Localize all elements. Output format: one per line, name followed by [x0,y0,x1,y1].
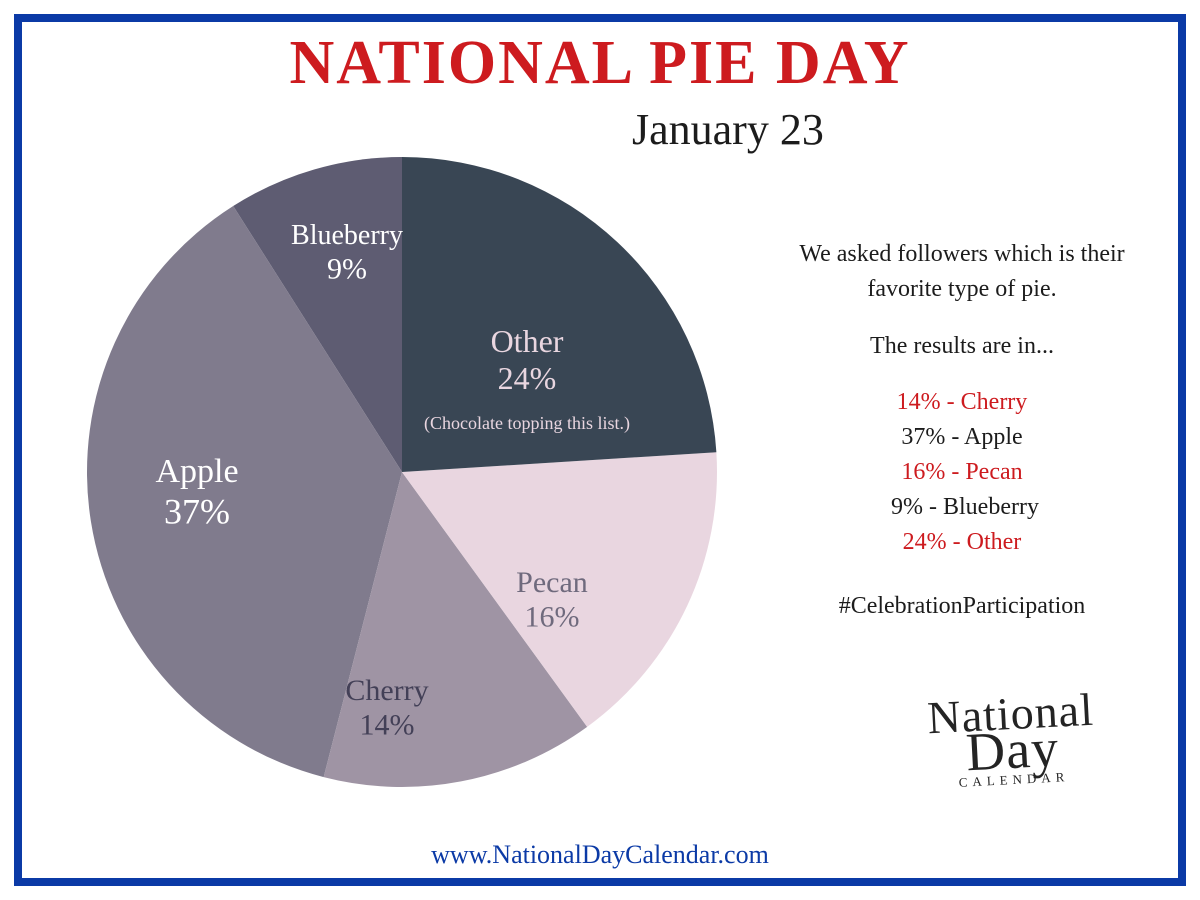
results-intro: We asked followers which is their favori… [762,237,1162,307]
result-line: 9% - Blueberry [762,490,1162,525]
infographic-frame: NATIONAL PIE DAY January 23 Blueberry9%A… [14,14,1186,886]
result-line: 37% - Apple [762,420,1162,455]
result-line: 24% - Other [762,525,1162,560]
result-line: 14% - Cherry [762,385,1162,420]
pie-label-apple: Apple37% [155,453,238,531]
results-panel: We asked followers which is their favori… [762,237,1162,624]
pie-label-pecan: Pecan16% [516,566,588,634]
results-lead: The results are in... [762,329,1162,364]
logo-line-3: CALENDAR [899,769,1129,790]
results-hashtag: #CelebrationParticipation [762,589,1162,624]
results-list: 14% - Cherry37% - Apple16% - Pecan 9% - … [762,385,1162,559]
pie-chart: Blueberry9%Apple37%Cherry14%Pecan16%Othe… [82,152,722,792]
page-subtitle: January 23 [632,104,824,155]
website-url: www.NationalDayCalendar.com [22,840,1178,870]
result-line: 16% - Pecan [762,455,1162,490]
national-day-calendar-logo: National Day CALENDAR [895,691,1129,791]
page-title: NATIONAL PIE DAY [22,28,1178,99]
